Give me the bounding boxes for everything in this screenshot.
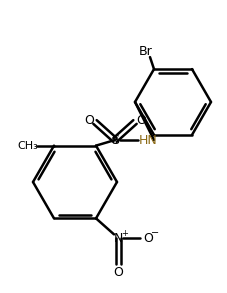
Text: −: − [151,228,159,239]
Text: O: O [143,232,153,245]
Text: O: O [84,113,94,127]
Text: N: N [113,232,123,245]
Text: HN: HN [139,134,157,146]
Text: CH₃: CH₃ [18,141,38,151]
Text: S: S [111,134,119,146]
Text: O: O [113,266,123,279]
Text: O: O [136,113,146,127]
Text: +: + [122,229,128,238]
Text: Br: Br [139,45,153,58]
